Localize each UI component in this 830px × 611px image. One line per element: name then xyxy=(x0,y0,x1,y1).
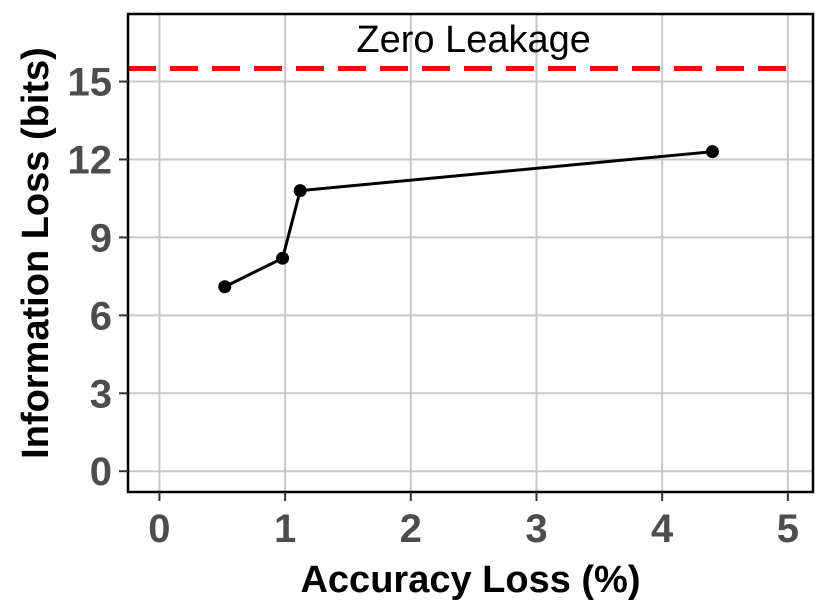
data-point xyxy=(293,184,307,198)
y-axis-title: Information Loss (bits) xyxy=(15,47,57,459)
tick-marks xyxy=(119,80,789,501)
plot-panel-border xyxy=(126,12,815,494)
x-tick-label: 3 xyxy=(525,507,547,551)
zero-leakage-annotation: Zero Leakage xyxy=(356,19,591,61)
y-tick-label: 6 xyxy=(90,294,112,338)
data-point xyxy=(705,145,719,159)
x-tick-label: 0 xyxy=(148,507,170,551)
data-point xyxy=(276,251,290,265)
x-tick-label: 4 xyxy=(651,507,674,551)
y-tick-label: 15 xyxy=(68,61,113,105)
series-line xyxy=(224,150,713,289)
y-tick-label: 9 xyxy=(90,216,112,260)
x-tick-label: 2 xyxy=(400,507,422,551)
x-axis-title: Accuracy Loss (%) xyxy=(300,559,640,601)
grid xyxy=(128,14,813,492)
y-tick-label: 0 xyxy=(90,450,112,494)
y-tick-labels: 0 3 6 9 12 15 xyxy=(68,61,113,495)
data-point xyxy=(218,280,232,294)
x-tick-label: 5 xyxy=(777,507,799,551)
x-tick-labels: 0 1 2 3 4 5 xyxy=(148,507,799,551)
y-tick-label: 12 xyxy=(68,138,113,182)
y-tick-label: 3 xyxy=(90,372,112,416)
x-tick-label: 1 xyxy=(274,507,296,551)
series-group xyxy=(218,145,719,294)
